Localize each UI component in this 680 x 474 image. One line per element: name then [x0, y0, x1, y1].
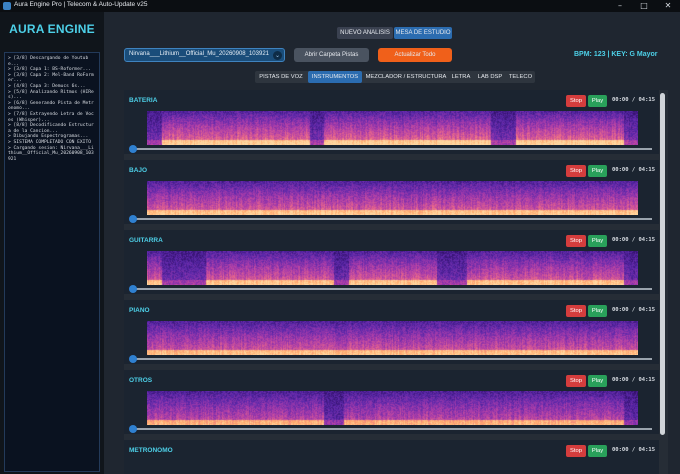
app-icon — [3, 2, 11, 10]
log-line: > [3/8] Descargando de Youtube... — [8, 56, 89, 67]
update-all-button[interactable]: Actualizar Todo — [378, 48, 452, 62]
time-readout: 00:00 / 04:15 — [612, 97, 656, 103]
log-line: > [7/8] Extrayendo Letra de Voces (Whisp… — [8, 111, 94, 123]
tab-mesa-de-estudio[interactable]: MESA DE ESTUDIO — [394, 27, 452, 39]
spectrogram — [147, 251, 638, 285]
track-name: METRONOMO — [129, 447, 173, 454]
seek-slider[interactable] — [132, 148, 652, 150]
tab-lab-dsp[interactable]: LAB DSP — [477, 74, 503, 80]
open-folder-button[interactable]: Abrir Carpeta Pistas — [294, 48, 369, 62]
stop-button[interactable]: Stop — [566, 305, 586, 317]
track-metronomo: METRONOMO Stop Play 00:00 / 04:15 — [124, 440, 659, 474]
log-line: > [6/8] Generando Pista de Metronomo... — [8, 100, 94, 112]
play-button[interactable]: Play — [588, 95, 607, 107]
close-button[interactable]: ✕ — [664, 1, 672, 10]
stop-button[interactable]: Stop — [566, 95, 586, 107]
time-readout: 00:00 / 04:15 — [612, 307, 656, 313]
stop-button[interactable]: Stop — [566, 165, 586, 177]
time-readout: 00:00 / 04:15 — [612, 377, 656, 383]
session-select[interactable]: Nirvana___Lithium__Official_Mu_20260908_… — [124, 48, 285, 62]
chevron-down-icon[interactable]: ⌄ — [273, 51, 282, 60]
tab-letra[interactable]: LETRA — [451, 74, 471, 80]
log-line: > [8/8] Decodificando Estructura de la C… — [8, 123, 94, 134]
seek-slider[interactable] — [132, 288, 652, 290]
instrument-subtabs: PISTAS DE VOZ INSTRUMENTOS MEZCLADOR / E… — [255, 71, 535, 83]
log-line: > Cargando sesion: Nirvana___Lithium__Of… — [8, 145, 94, 162]
stop-button[interactable]: Stop — [566, 235, 586, 247]
minimize-button[interactable]: – — [618, 1, 622, 10]
spectrogram — [147, 181, 638, 215]
stop-button[interactable]: Stop — [566, 375, 586, 387]
time-readout: 00:00 / 04:15 — [612, 447, 656, 453]
sidebar: AURA ENGINE > [3/8] Descargando de Youtu… — [0, 12, 104, 474]
track-bajo: BAJO Stop Play 00:00 / 04:15 — [124, 160, 659, 224]
seek-slider-handle[interactable] — [129, 145, 137, 153]
seek-slider[interactable] — [132, 218, 652, 220]
seek-slider-handle[interactable] — [129, 355, 137, 363]
track-guitarra: GUITARRA Stop Play 00:00 / 04:15 — [124, 230, 659, 294]
play-button[interactable]: Play — [588, 165, 607, 177]
seek-slider[interactable] — [132, 428, 652, 430]
seek-slider[interactable] — [132, 358, 652, 360]
spectrogram — [147, 111, 638, 145]
seek-slider-handle[interactable] — [129, 425, 137, 433]
log-line: > Dibujando Espectrogramas... — [8, 134, 89, 140]
window-title: Aura Engine Pro | Telecom & Auto-Update … — [14, 1, 148, 8]
log-line: > [5/8] Analizando Ritmos (HIRes)... — [8, 89, 94, 101]
log-line: > [4/8] Capa 3: Demucs 6s... — [8, 83, 86, 89]
track-bateria: BATERIA Stop Play 00:00 / 04:15 — [124, 90, 659, 154]
time-readout: 00:00 / 04:15 — [612, 167, 656, 173]
tab-pistas-de-voz[interactable]: PISTAS DE VOZ — [259, 74, 303, 80]
tab-nuevo-analisis[interactable]: NUEVO ANALISIS — [337, 27, 393, 39]
play-button[interactable]: Play — [588, 445, 607, 457]
console-log[interactable]: > [3/8] Descargando de Youtube... > [3/8… — [4, 52, 100, 472]
tab-teleco[interactable]: TELECO — [508, 74, 533, 80]
maximize-button[interactable]: □ — [640, 1, 648, 10]
seek-slider-handle[interactable] — [129, 215, 137, 223]
tab-mezclador-estructura[interactable]: MEZCLADOR / ESTRUCTURA — [365, 74, 447, 80]
session-select-value: Nirvana___Lithium__Official_Mu_20260908_… — [129, 51, 269, 57]
app-brand: AURA ENGINE — [9, 22, 95, 36]
time-readout: 00:00 / 04:15 — [612, 237, 656, 243]
track-name: GUITARRA — [129, 237, 163, 244]
track-name: PIANO — [129, 307, 150, 314]
tracks-panel[interactable]: BATERIA Stop Play 00:00 / 04:15 BAJO Sto… — [124, 90, 668, 474]
track-piano: PIANO Stop Play 00:00 / 04:15 — [124, 300, 659, 364]
log-line: > SISTEMA COMPLETADO CON EXITO — [8, 139, 91, 145]
log-line: > [3/8] Capa 1: BS-Roformer... — [8, 67, 91, 73]
track-name: BATERIA — [129, 97, 158, 104]
title-bar: Aura Engine Pro | Telecom & Auto-Update … — [0, 0, 680, 12]
spectrogram — [147, 321, 638, 355]
tracks-scrollbar[interactable] — [660, 93, 665, 435]
seek-slider-handle[interactable] — [129, 285, 137, 293]
stop-button[interactable]: Stop — [566, 445, 586, 457]
spectrogram — [147, 391, 638, 425]
play-button[interactable]: Play — [588, 375, 607, 387]
tab-instrumentos[interactable]: INSTRUMENTOS — [308, 71, 362, 83]
track-name: OTROS — [129, 377, 153, 384]
play-button[interactable]: Play — [588, 305, 607, 317]
track-name: BAJO — [129, 167, 148, 174]
track-otros: OTROS Stop Play 00:00 / 04:15 — [124, 370, 659, 434]
play-button[interactable]: Play — [588, 235, 607, 247]
bpm-key-readout: BPM: 123 | KEY: G Mayor — [574, 51, 658, 58]
log-line: > [3/8] Capa 2: Mel-Band RoFormer... — [8, 72, 94, 84]
